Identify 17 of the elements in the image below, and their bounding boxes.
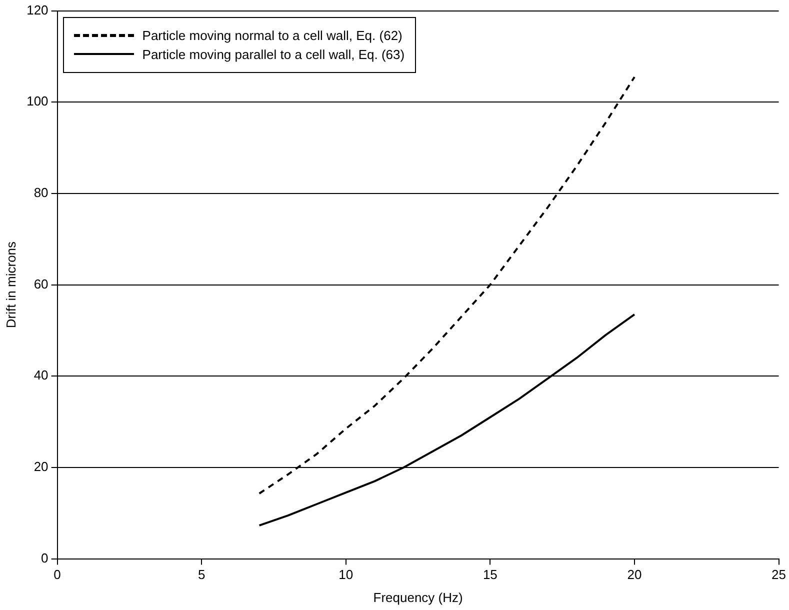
y-tick-label: 60 — [34, 276, 48, 292]
y-tick-label: 100 — [26, 94, 48, 109]
x-axis-title: Frequency (Hz) — [373, 590, 463, 605]
legend-label: Particle moving normal to a cell wall, Eq. (62) — [142, 28, 402, 43]
y-tick-label: 120 — [26, 2, 48, 18]
x-tick-label: 25 — [772, 567, 786, 582]
y-tick-label: 0 — [41, 550, 48, 566]
y-tick-label: 40 — [34, 368, 48, 383]
y-axis-title: Drift in microns — [3, 240, 18, 328]
x-tick-label: 20 — [627, 567, 642, 582]
y-tick-label: 80 — [34, 185, 48, 200]
x-tick-label: 5 — [198, 567, 206, 582]
y-tick-label: 20 — [34, 459, 48, 474]
x-tick-label: 10 — [338, 567, 354, 582]
legend-label: Particle moving parallel to a cell wall, Eq. (63) — [142, 46, 405, 62]
x-tick-label: 15 — [482, 567, 498, 582]
x-tick-label: 0 — [54, 567, 61, 582]
